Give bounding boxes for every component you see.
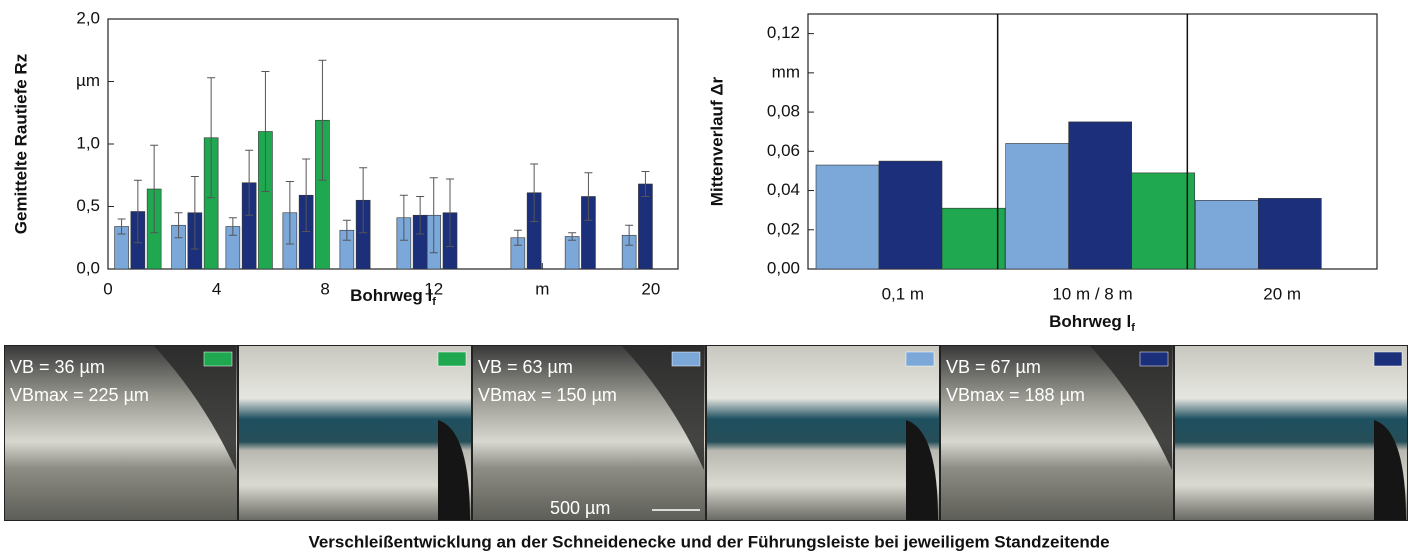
x-tick-label: 8 bbox=[320, 279, 329, 298]
x-tick-label: 0,1 m bbox=[882, 284, 925, 303]
photo bbox=[707, 346, 939, 520]
panel-label: VBmax = 150 µm bbox=[478, 385, 617, 405]
x-tick-label: 20 m bbox=[1263, 284, 1301, 303]
bar bbox=[816, 165, 879, 269]
bar bbox=[1006, 143, 1069, 269]
y-tick-label: 0,5 bbox=[76, 196, 100, 215]
photo bbox=[1175, 346, 1407, 520]
color-key bbox=[672, 352, 700, 366]
y-tick-label: 0,12 bbox=[767, 23, 800, 42]
x-axis-label-sub: f bbox=[432, 296, 436, 308]
x-tick-label: 0 bbox=[103, 279, 112, 298]
color-key bbox=[906, 352, 934, 366]
scale-bar-label: 500 µm bbox=[550, 498, 610, 518]
x-axis-label-main: Bohrweg l bbox=[1049, 312, 1131, 331]
panel-label: VBmax = 188 µm bbox=[946, 385, 1085, 405]
y-axis-label: Mittenverlauf Δr bbox=[707, 76, 726, 206]
bar bbox=[1195, 200, 1258, 269]
x-tick-label: 20 bbox=[641, 279, 660, 298]
color-key bbox=[1140, 352, 1168, 366]
bar bbox=[942, 208, 1005, 269]
panel-label: VB = 67 µm bbox=[946, 357, 1041, 377]
x-axis-label-sub: f bbox=[1131, 322, 1135, 334]
x-axis-label: Bohrweg lf bbox=[350, 286, 436, 307]
bar bbox=[879, 161, 942, 269]
caption: Verschleißentwicklung an der Schneidenec… bbox=[308, 532, 1109, 551]
bar bbox=[1258, 198, 1321, 269]
y-tick-label: 1,0 bbox=[76, 133, 100, 152]
y-tick-label: mm bbox=[772, 62, 800, 81]
y-tick-label: 0,02 bbox=[767, 219, 800, 238]
panel-label: VB = 36 µm bbox=[10, 357, 105, 377]
x-axis-label: Bohrweg lf bbox=[1049, 312, 1135, 333]
y-tick-label: 2,0 bbox=[76, 8, 100, 27]
y-axis-label: Gemittelte Rautiefe Rz bbox=[11, 54, 30, 234]
y-tick-label: 0,04 bbox=[767, 180, 800, 199]
color-key bbox=[1374, 352, 1402, 366]
panel-label: VBmax = 225 µm bbox=[10, 385, 149, 405]
x-tick-label: 10 m / 8 m bbox=[1052, 284, 1132, 303]
color-key bbox=[438, 352, 466, 366]
x-tick-label: 4 bbox=[212, 279, 221, 298]
x-tick-label: m bbox=[535, 279, 549, 298]
panel-label: VB = 63 µm bbox=[478, 357, 573, 377]
figure: VB = 36 µm VBmax = 225 µm VB = 63 µm VBmax … bbox=[0, 0, 1419, 559]
y-tick-label: 0,08 bbox=[767, 102, 800, 121]
y-tick-label: 0,0 bbox=[76, 258, 100, 277]
color-key bbox=[204, 352, 232, 366]
y-tick-label: µm bbox=[76, 71, 100, 90]
photo bbox=[239, 346, 471, 520]
y-tick-label: 0,00 bbox=[767, 258, 800, 277]
bar bbox=[1069, 122, 1132, 269]
x-axis-label-main: Bohrweg l bbox=[350, 286, 432, 305]
y-tick-label: 0,06 bbox=[767, 141, 800, 160]
bar bbox=[1132, 173, 1195, 269]
photo-strip: VB = 36 µm VBmax = 225 µm VB = 63 µm VBmax … bbox=[4, 345, 1408, 521]
bar bbox=[565, 237, 579, 270]
